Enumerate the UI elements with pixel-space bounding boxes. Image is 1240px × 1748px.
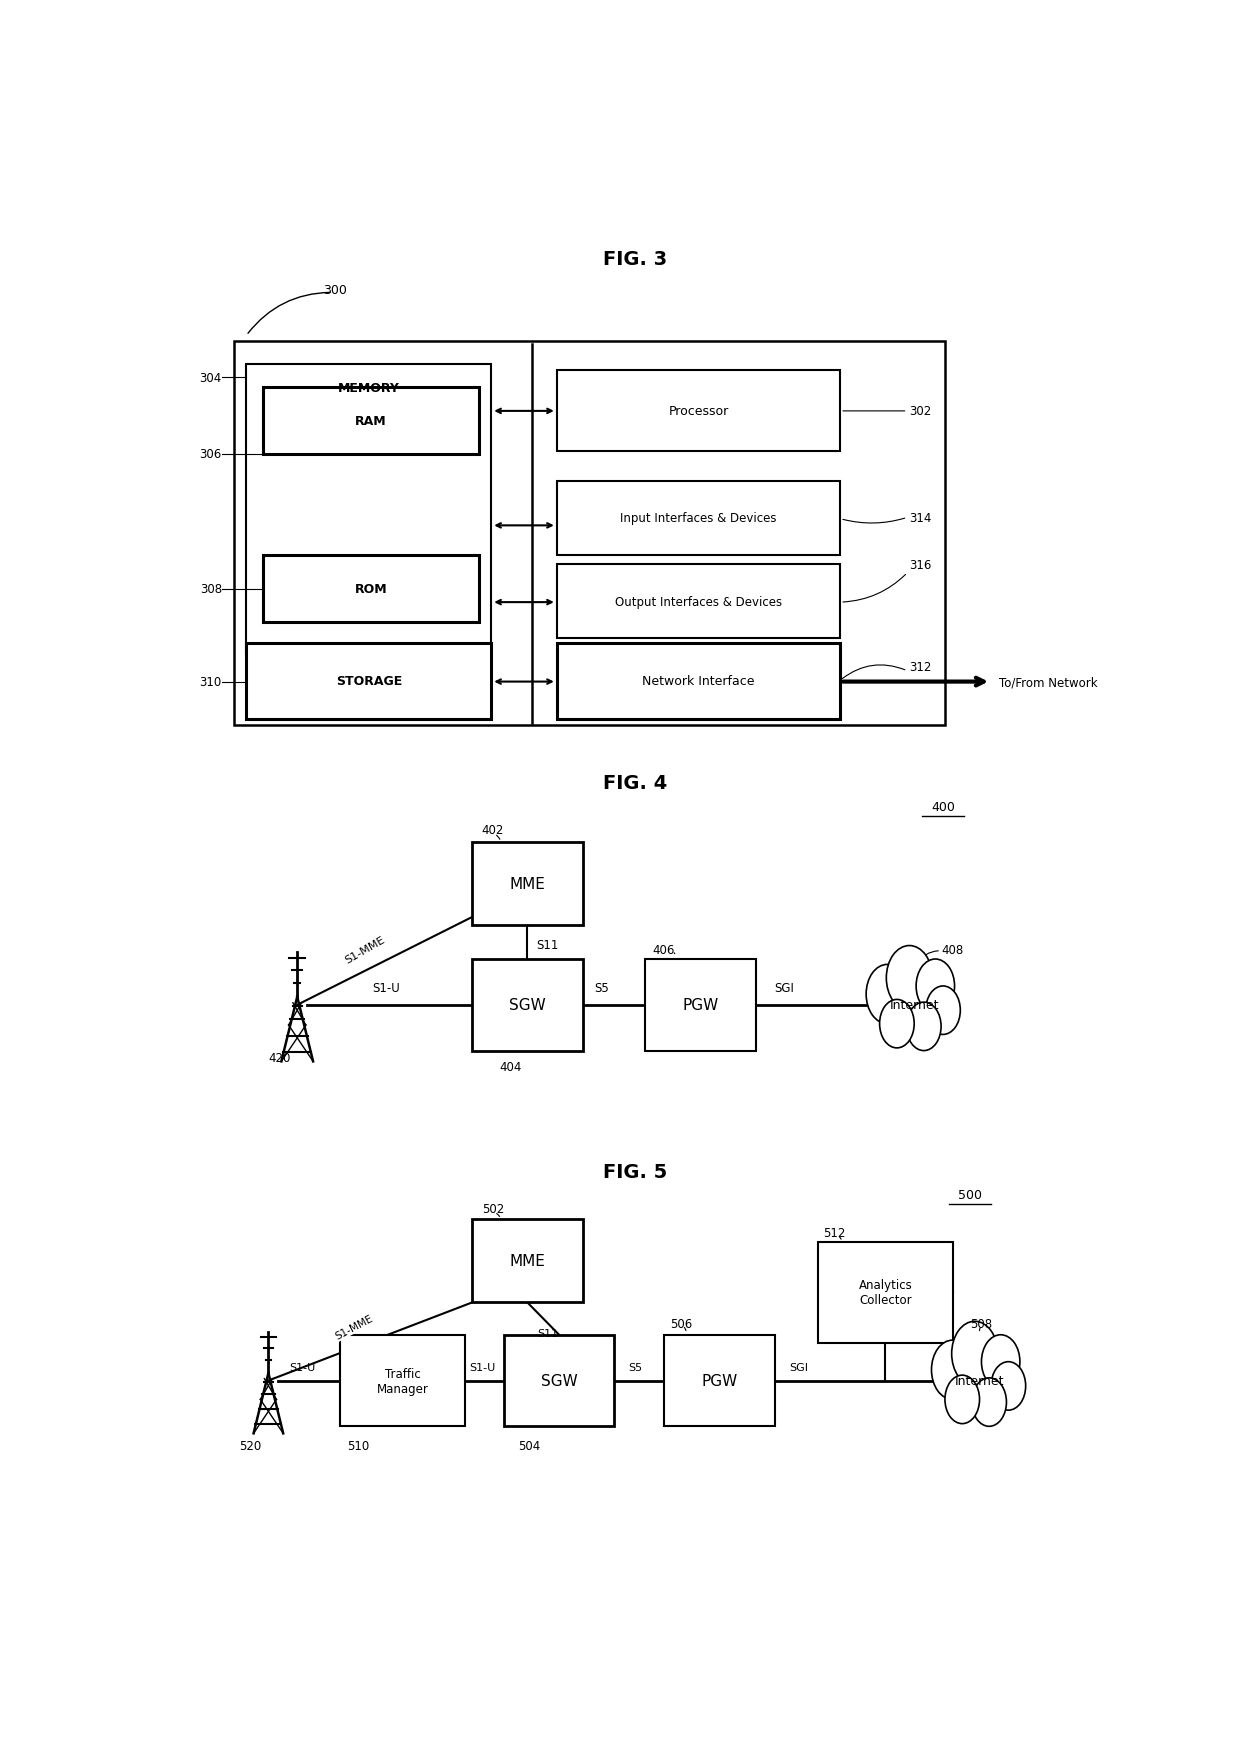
Text: STORAGE: STORAGE [336,675,402,689]
Text: S11: S11 [537,939,559,951]
FancyBboxPatch shape [263,556,479,622]
Text: 312: 312 [909,661,931,675]
Text: Analytics
Collector: Analytics Collector [858,1278,913,1306]
Ellipse shape [951,1321,998,1386]
Text: Internet: Internet [889,998,939,1012]
Text: MEMORY: MEMORY [337,383,399,395]
Text: 512: 512 [823,1225,846,1239]
Text: 300: 300 [324,283,347,297]
FancyBboxPatch shape [341,1335,465,1426]
Text: 520: 520 [239,1439,262,1453]
Text: 504: 504 [518,1439,541,1453]
Text: S1-U: S1-U [289,1363,315,1372]
Text: Internet: Internet [955,1374,1004,1388]
Text: 306: 306 [200,447,222,461]
Text: 506: 506 [670,1318,692,1330]
Text: 400: 400 [931,801,955,815]
FancyBboxPatch shape [645,960,755,1051]
Text: S5: S5 [594,981,609,995]
Text: 408: 408 [941,944,963,956]
Text: 402: 402 [481,823,505,837]
Text: S1-U: S1-U [470,1363,496,1372]
FancyBboxPatch shape [247,643,491,720]
Ellipse shape [945,1376,980,1425]
Text: SGW: SGW [541,1374,578,1388]
Text: 316: 316 [909,559,931,572]
Text: FIG. 5: FIG. 5 [604,1162,667,1182]
Text: 502: 502 [481,1203,503,1215]
Ellipse shape [931,1341,973,1400]
Text: Processor: Processor [668,406,729,418]
Text: FIG. 4: FIG. 4 [604,774,667,792]
Text: 500: 500 [959,1189,982,1201]
FancyBboxPatch shape [557,565,841,640]
Text: Traffic
Manager: Traffic Manager [377,1367,429,1395]
Text: 304: 304 [200,372,222,385]
Text: SGI: SGI [790,1363,808,1372]
Text: SGI: SGI [775,981,795,995]
FancyBboxPatch shape [818,1243,952,1342]
Text: 420: 420 [268,1051,290,1065]
Text: 310: 310 [200,676,222,689]
FancyBboxPatch shape [503,1335,614,1426]
Text: MME: MME [510,876,546,891]
Text: 404: 404 [498,1061,521,1073]
FancyBboxPatch shape [472,1220,583,1302]
Ellipse shape [866,965,909,1024]
Text: 314: 314 [909,512,931,524]
Text: Input Interfaces & Devices: Input Interfaces & Devices [620,512,776,524]
Ellipse shape [982,1335,1021,1390]
Text: 508: 508 [970,1318,992,1330]
FancyBboxPatch shape [263,388,479,454]
FancyBboxPatch shape [557,482,841,556]
Text: Network Interface: Network Interface [642,675,755,689]
Text: To/From Network: To/From Network [998,676,1097,689]
Text: SGW: SGW [508,998,546,1012]
Ellipse shape [879,1000,914,1049]
Ellipse shape [887,946,932,1010]
Ellipse shape [916,960,955,1014]
Text: S5: S5 [629,1363,642,1372]
Text: RAM: RAM [355,414,387,428]
Text: ROM: ROM [355,582,387,596]
Ellipse shape [906,1003,941,1051]
Text: S1-MME: S1-MME [342,935,386,965]
FancyBboxPatch shape [557,643,841,720]
Text: 406: 406 [652,944,675,956]
Text: PGW: PGW [702,1374,738,1388]
FancyBboxPatch shape [665,1335,775,1426]
Text: 510: 510 [347,1439,370,1453]
Text: S1-U: S1-U [372,981,399,995]
Text: S1-MME: S1-MME [334,1313,374,1341]
Text: FIG. 3: FIG. 3 [604,250,667,269]
Text: 308: 308 [200,582,222,596]
FancyBboxPatch shape [234,341,945,725]
Text: PGW: PGW [682,998,718,1012]
Ellipse shape [972,1377,1007,1426]
Text: 302: 302 [909,406,931,418]
FancyBboxPatch shape [247,365,491,654]
Text: MME: MME [510,1253,546,1269]
FancyBboxPatch shape [557,371,841,453]
Text: S11: S11 [537,1328,558,1339]
Ellipse shape [991,1362,1025,1411]
Ellipse shape [926,986,960,1035]
FancyBboxPatch shape [472,960,583,1051]
FancyBboxPatch shape [472,843,583,926]
Text: Output Interfaces & Devices: Output Interfaces & Devices [615,596,782,608]
